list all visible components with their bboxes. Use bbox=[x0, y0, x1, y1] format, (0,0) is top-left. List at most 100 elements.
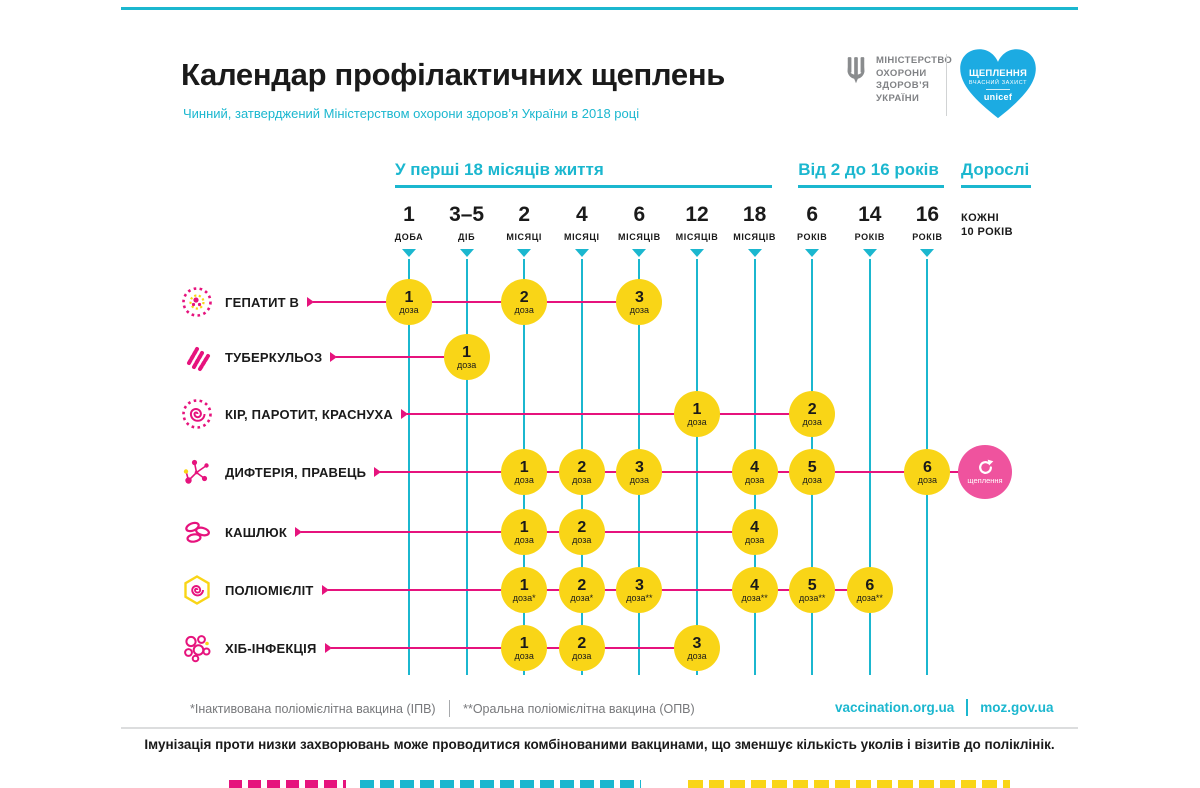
column-timeline-line bbox=[408, 259, 410, 675]
dose-label: доза bbox=[917, 474, 938, 485]
refresh-icon bbox=[977, 459, 994, 476]
dose-marker: 2 доза* bbox=[558, 567, 605, 613]
disease-label: ДИФТЕРІЯ, ПРАВЕЦЬ bbox=[225, 464, 367, 480]
dose-label: доза bbox=[802, 474, 822, 485]
row-arrow-icon bbox=[295, 527, 303, 537]
combined-vaccines-note: Імунізація проти низки захворювань може … bbox=[144, 737, 1055, 752]
age-group-underline bbox=[798, 185, 945, 188]
dose-marker: 5 доза bbox=[789, 449, 836, 495]
dose-marker: 1 доза bbox=[501, 625, 548, 671]
dose-label: доза bbox=[744, 534, 765, 545]
moz-site-link[interactable]: moz.gov.ua bbox=[980, 700, 1054, 715]
dose-marker: 1 доза bbox=[386, 279, 432, 325]
column-age-value: 18 bbox=[742, 203, 767, 226]
vaccination-site-link[interactable]: vaccination.org.ua bbox=[835, 700, 955, 715]
row-arrow-icon bbox=[324, 643, 332, 653]
row-arrow-icon bbox=[307, 297, 315, 307]
dose-label: доза bbox=[572, 650, 592, 661]
dose-label: доза bbox=[399, 304, 419, 315]
heart-divider bbox=[986, 89, 1010, 90]
dose-number: 1 bbox=[519, 518, 529, 536]
heart-subtitle: ВЧАСНИЙ ЗАХИСТ bbox=[968, 80, 1028, 86]
column-age-unit: РОКІВ bbox=[854, 232, 885, 242]
column-age-unit: МІСЯЦІВ bbox=[733, 232, 776, 242]
page-title: Календар профілактичних щеплень bbox=[181, 57, 726, 92]
dose-marker: 3 доза bbox=[616, 449, 663, 495]
dose-marker: 2 доза bbox=[558, 449, 605, 495]
dose-number: 1 bbox=[404, 288, 414, 306]
dose-marker: 3 доза** bbox=[616, 567, 663, 613]
link-separator bbox=[966, 699, 969, 716]
age-group-underline bbox=[395, 185, 772, 188]
dose-label: доза bbox=[514, 534, 534, 545]
dose-number: 4 bbox=[750, 518, 760, 536]
dose-marker: 1 доза bbox=[674, 391, 720, 437]
column-marker-triangle-icon bbox=[862, 249, 877, 257]
bottom-cutoff-decoration bbox=[229, 780, 346, 788]
row-timeline bbox=[407, 412, 813, 416]
dose-marker: 4 доза bbox=[731, 509, 778, 555]
age-group-label: У перші 18 місяців життя bbox=[395, 160, 604, 179]
dose-label: доза** bbox=[626, 592, 653, 603]
ministry-line: УКРАЇНИ bbox=[876, 92, 920, 104]
hib-infection-icon bbox=[180, 631, 214, 665]
disease-row: ДИФТЕРІЯ, ПРАВЕЦЬ bbox=[180, 455, 985, 489]
dose-marker: 1 доза bbox=[443, 334, 490, 380]
dose-label: доза* bbox=[570, 592, 594, 603]
dose-marker: 3 доза bbox=[616, 279, 663, 325]
column-marker-triangle-icon bbox=[690, 249, 704, 257]
dose-label: доза bbox=[572, 474, 592, 485]
dose-number: 1 bbox=[519, 458, 529, 476]
booster-marker: щеплення bbox=[958, 445, 1012, 499]
hepatitis-b-virus-icon bbox=[180, 285, 214, 319]
dose-label: доза bbox=[744, 474, 765, 485]
dose-marker: 1 доза* bbox=[501, 567, 548, 613]
age-group-header: Дорослі bbox=[961, 160, 1031, 188]
pertussis-bacteria-icon bbox=[180, 515, 214, 549]
disease-row: ХІБ-ІНФЕКЦІЯ bbox=[180, 631, 697, 665]
column-age-unit: ДІБ bbox=[458, 232, 476, 242]
dose-marker: 6 доза bbox=[904, 449, 951, 495]
dose-number: 5 bbox=[807, 458, 817, 476]
dose-number: 4 bbox=[750, 576, 760, 594]
column-age-value: 12 bbox=[685, 203, 709, 226]
polio-virus-icon bbox=[180, 573, 214, 607]
dose-number: 2 bbox=[807, 400, 817, 418]
dose-marker: 5 доза** bbox=[789, 567, 836, 613]
dose-number: 2 bbox=[577, 518, 587, 536]
dose-label: доза bbox=[572, 534, 592, 545]
age-group-header: У перші 18 місяців життя bbox=[395, 160, 772, 188]
dose-marker: 2 доза bbox=[558, 625, 605, 671]
column-age-value: 14 bbox=[858, 203, 882, 226]
dose-number: 3 bbox=[634, 458, 644, 476]
column-age-unit: МІСЯЦІВ bbox=[618, 232, 661, 242]
footnotes: *Інактивована поліомієлітна вакцина (ІПВ… bbox=[190, 700, 695, 717]
dose-marker: 1 доза bbox=[501, 509, 548, 555]
dose-marker: 2 доза bbox=[558, 509, 605, 555]
column-age-value: 3–5 bbox=[449, 203, 485, 226]
dose-marker: 6 доза** bbox=[846, 567, 893, 613]
dose-label: доза bbox=[802, 416, 822, 427]
vaccination-heart-logo: ЩЕПЛЕННЯ ВЧАСНИЙ ЗАХИСТ unicef bbox=[956, 45, 1040, 124]
dose-marker: 4 доза bbox=[731, 449, 778, 495]
column-age-unit: РОКІВ bbox=[796, 232, 828, 242]
dose-number: 1 bbox=[519, 576, 529, 594]
dose-number: 2 bbox=[577, 634, 587, 652]
age-group-header: Від 2 до 16 років bbox=[798, 160, 945, 188]
dose-number: 1 bbox=[692, 400, 702, 418]
row-arrow-icon bbox=[374, 467, 382, 477]
disease-label: ГЕПАТИТ В bbox=[225, 294, 300, 310]
disease-row: КІР, ПАРОТИТ, КРАСНУХА bbox=[180, 397, 813, 431]
column-age-value: КОЖНІ bbox=[961, 212, 1000, 224]
column-marker-triangle-icon bbox=[920, 249, 935, 257]
disease-row: ТУБЕРКУЛЬОЗ bbox=[180, 340, 467, 374]
row-arrow-icon bbox=[321, 585, 329, 595]
dose-label: доза bbox=[514, 474, 534, 485]
dose-number: 5 bbox=[807, 576, 817, 594]
column-marker-triangle-icon bbox=[747, 249, 762, 257]
dose-marker: 4 доза** bbox=[731, 567, 778, 613]
website-links: vaccination.org.ua moz.gov.ua bbox=[835, 699, 1054, 716]
row-timeline bbox=[380, 470, 985, 474]
dose-number: 1 bbox=[519, 634, 529, 652]
tuberculosis-bacteria-icon bbox=[180, 340, 214, 374]
